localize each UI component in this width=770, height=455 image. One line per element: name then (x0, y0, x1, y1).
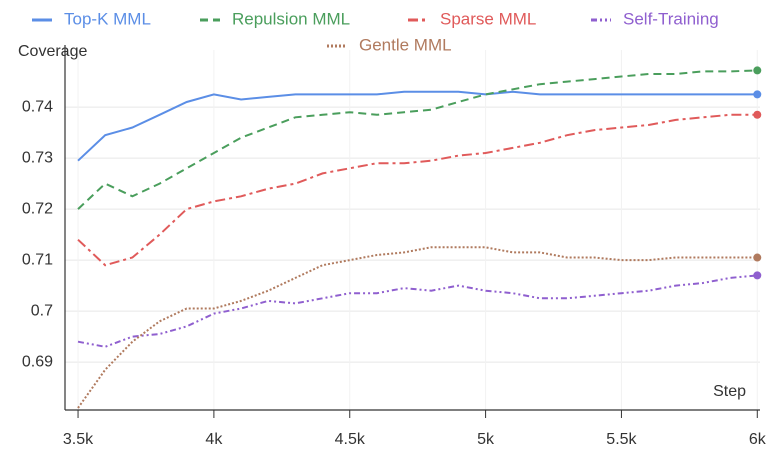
y-axis-label: Coverage (18, 43, 87, 60)
series-line (77, 113, 758, 267)
series-line (77, 90, 758, 162)
legend-label: Sparse MML (440, 9, 536, 28)
y-tick-label: 0.73 (22, 149, 53, 166)
y-tick-label: 0.7 (31, 302, 53, 319)
end-dot (753, 110, 762, 119)
y-tick-label: 0.74 (22, 98, 53, 115)
end-dot (753, 253, 762, 262)
legend-label: Top-K MML (64, 9, 151, 28)
x-tick-label: 3.5k (63, 431, 94, 448)
y-tick-label: 0.72 (22, 200, 53, 217)
y-tick-label: 0.71 (22, 251, 53, 268)
x-tick-label: 6k (749, 431, 767, 448)
legend-label: Self-Training (623, 9, 719, 28)
x-tick-label: 5k (477, 431, 495, 448)
end-dot (753, 66, 762, 75)
x-tick-label: 4.5k (335, 431, 366, 448)
x-axis-label: Step (713, 383, 746, 400)
y-tick-label: 0.69 (22, 353, 53, 370)
x-tick-label: 5.5k (606, 431, 637, 448)
series-line (77, 274, 758, 348)
legend-label: Gentle MML (359, 35, 452, 54)
x-tick-label: 4k (205, 431, 223, 448)
end-dot (753, 271, 762, 280)
series-line (77, 69, 758, 210)
legend-label: Repulsion MML (232, 9, 350, 28)
end-dot (753, 90, 762, 99)
